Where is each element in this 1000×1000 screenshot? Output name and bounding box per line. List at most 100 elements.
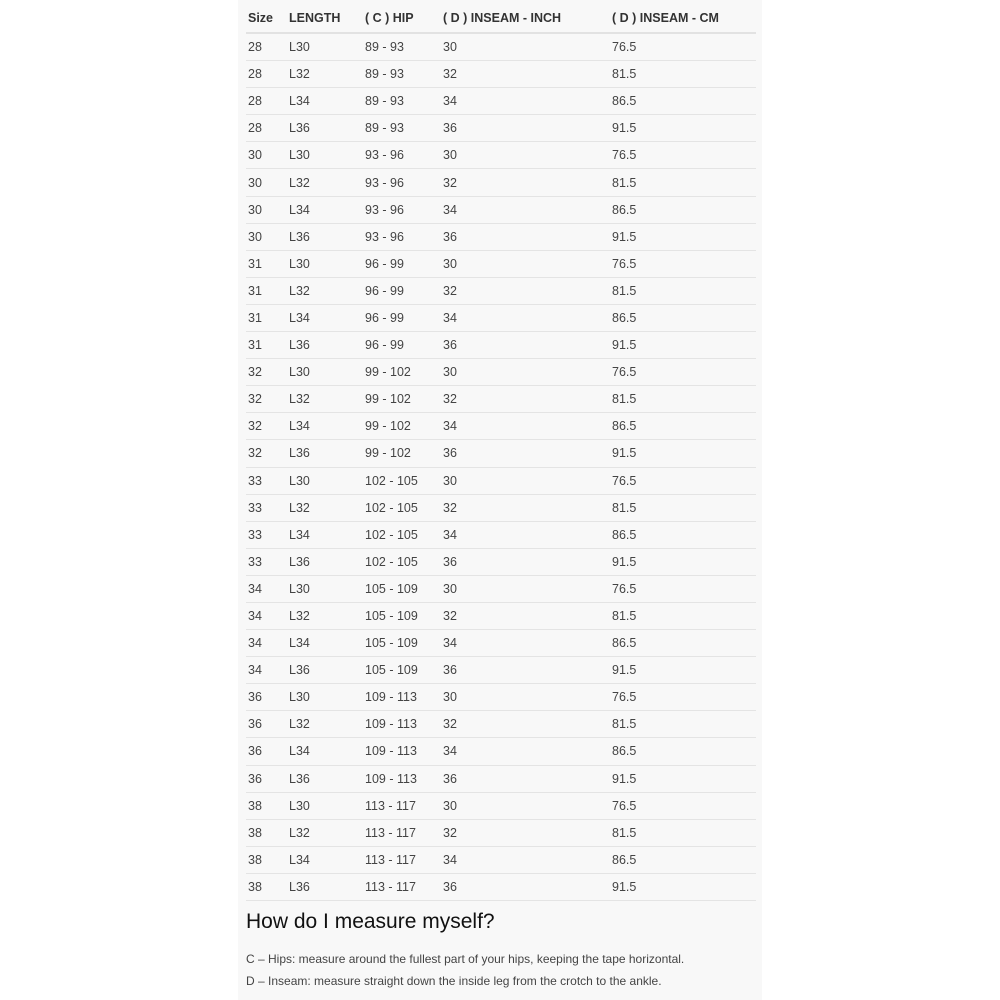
table-cell: L32 <box>287 494 363 522</box>
table-cell: 33 <box>246 494 287 522</box>
table-cell: 76.5 <box>610 141 756 170</box>
table-cell: 105 - 109 <box>363 575 441 603</box>
table-cell: 30 <box>441 358 610 387</box>
table-cell: L32 <box>287 602 363 631</box>
table-cell: 81.5 <box>610 168 756 197</box>
table-cell: 28 <box>246 87 287 116</box>
table-cell: 32 <box>441 710 610 739</box>
table-cell: 76.5 <box>610 33 756 62</box>
table-cell: 30 <box>246 196 287 224</box>
table-cell: 30 <box>441 467 610 495</box>
table-cell: 32 <box>441 277 610 305</box>
table-cell: 86.5 <box>610 304 756 333</box>
table-cell: 91.5 <box>610 439 756 468</box>
table-cell: L30 <box>287 683 363 712</box>
table-cell: L34 <box>287 521 363 549</box>
table-cell: 89 - 93 <box>363 87 441 116</box>
table-row: 34 L32 105 - 109 32 81.5 <box>246 602 756 631</box>
table-cell: 89 - 93 <box>363 114 441 143</box>
table-cell: 109 - 113 <box>363 683 441 712</box>
table-cell: 113 - 117 <box>363 846 441 874</box>
table-row: 31 L36 96 - 99 36 91.5 <box>246 331 756 360</box>
table-cell: 33 <box>246 548 287 576</box>
table-cell: 30 <box>441 141 610 170</box>
table-cell: 113 - 117 <box>363 873 441 902</box>
table-cell: 34 <box>441 521 610 549</box>
table-cell: 33 <box>246 521 287 549</box>
table-row: 36 L34 109 - 113 34 86.5 <box>246 737 756 766</box>
table-row: 33 L32 102 - 105 32 81.5 <box>246 494 756 522</box>
table-cell: 99 - 102 <box>363 412 441 441</box>
table-cell: 86.5 <box>610 629 756 658</box>
hips-instruction: C – Hips: measure around the fullest par… <box>246 952 685 966</box>
table-cell: L30 <box>287 575 363 603</box>
table-cell: 91.5 <box>610 873 756 902</box>
table-row: 36 L32 109 - 113 32 81.5 <box>246 710 756 739</box>
table-cell: 32 <box>246 412 287 441</box>
table-cell: 30 <box>441 250 610 278</box>
table-cell: L34 <box>287 196 363 224</box>
table-cell: 36 <box>441 223 610 251</box>
table-cell: 91.5 <box>610 656 756 685</box>
table-cell: 38 <box>246 873 287 902</box>
table-cell: 86.5 <box>610 521 756 549</box>
table-cell: 89 - 93 <box>363 60 441 89</box>
table-cell: 34 <box>246 629 287 658</box>
table-cell: L34 <box>287 629 363 658</box>
table-row: 32 L32 99 - 102 32 81.5 <box>246 385 756 414</box>
table-row: 31 L34 96 - 99 34 86.5 <box>246 304 756 333</box>
table-cell: 93 - 96 <box>363 196 441 224</box>
table-cell: 36 <box>246 737 287 766</box>
table-cell: 36 <box>246 710 287 739</box>
table-cell: 28 <box>246 33 287 62</box>
table-row: 28 L32 89 - 93 32 81.5 <box>246 60 756 89</box>
table-cell: 81.5 <box>610 494 756 522</box>
table-cell: 30 <box>441 33 610 62</box>
table-cell: 38 <box>246 846 287 874</box>
inseam-instruction: D – Inseam: measure straight down the in… <box>246 974 662 988</box>
table-row: 30 L34 93 - 96 34 86.5 <box>246 196 756 224</box>
table-cell: 33 <box>246 467 287 495</box>
table-cell: 89 - 93 <box>363 33 441 62</box>
column-header: ( C ) HIP <box>363 4 441 34</box>
table-cell: 36 <box>441 656 610 685</box>
table-cell: 34 <box>441 846 610 874</box>
table-header-row: Size LENGTH( C ) HIP( D ) INSEAM - INCH( … <box>246 4 756 34</box>
table-row: 28 L36 89 - 93 36 91.5 <box>246 114 756 143</box>
table-cell: 102 - 105 <box>363 521 441 549</box>
table-cell: 34 <box>441 629 610 658</box>
table-cell: 99 - 102 <box>363 385 441 414</box>
table-row: 30 L32 93 - 96 32 81.5 <box>246 168 756 197</box>
table-cell: 30 <box>441 575 610 603</box>
table-cell: 30 <box>246 168 287 197</box>
table-cell: 86.5 <box>610 196 756 224</box>
table-cell: 76.5 <box>610 467 756 495</box>
table-cell: 93 - 96 <box>363 141 441 170</box>
size-guide-panel: Size LENGTH( C ) HIP( D ) INSEAM - INCH( … <box>238 0 762 1000</box>
table-cell: 34 <box>441 304 610 333</box>
table-cell: 36 <box>441 873 610 902</box>
table-cell: 109 - 113 <box>363 737 441 766</box>
table-cell: 31 <box>246 331 287 360</box>
table-cell: 81.5 <box>610 819 756 847</box>
table-cell: 91.5 <box>610 765 756 793</box>
table-cell: L32 <box>287 168 363 197</box>
table-cell: 113 - 117 <box>363 792 441 820</box>
table-cell: 31 <box>246 250 287 278</box>
table-cell: 36 <box>441 114 610 143</box>
table-cell: L32 <box>287 819 363 847</box>
table-cell: 38 <box>246 792 287 820</box>
table-cell: L32 <box>287 60 363 89</box>
table-cell: 34 <box>246 575 287 603</box>
table-cell: L30 <box>287 33 363 62</box>
table-cell: 30 <box>246 141 287 170</box>
table-row: 36 L36 109 - 113 36 91.5 <box>246 765 756 793</box>
table-cell: 30 <box>246 223 287 251</box>
table-cell: L36 <box>287 114 363 143</box>
table-cell: 81.5 <box>610 277 756 305</box>
table-row: 33 L36 102 - 105 36 91.5 <box>246 548 756 576</box>
table-cell: 96 - 99 <box>363 250 441 278</box>
table-cell: L34 <box>287 846 363 874</box>
table-cell: 32 <box>246 358 287 387</box>
measure-heading: How do I measure myself? <box>246 910 495 933</box>
